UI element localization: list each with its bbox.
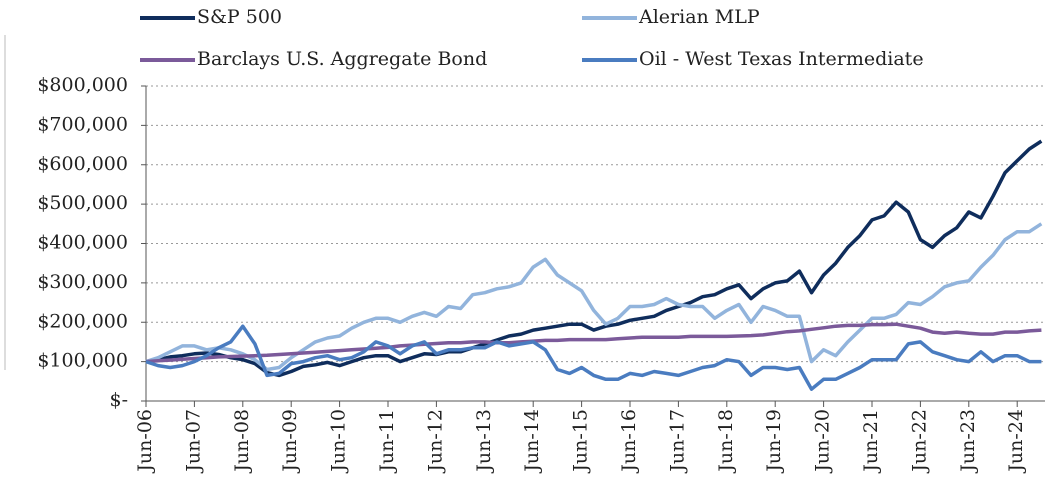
y-tick-label: $800,000 [37,74,128,96]
x-tick-label: Jun-09 [279,409,301,474]
y-tick-label: $- [109,389,128,411]
x-tick-label: Jun-07 [182,409,204,474]
legend-label: Barclays U.S. Aggregate Bond [197,48,487,70]
x-tick-label: Jun-20 [812,409,834,474]
x-tick-label: Jun-21 [860,409,882,474]
x-tick-label: Jun-24 [1005,409,1027,474]
x-tick-label: Jun-08 [231,409,253,474]
y-tick-label: $700,000 [37,113,128,135]
y-tick-label: $200,000 [37,310,128,332]
x-tick-label: Jun-06 [134,409,156,474]
y-tick-label: $100,000 [37,350,128,372]
x-tick-label: Jun-11 [376,409,398,474]
y-tick-label: $500,000 [37,192,128,214]
x-tick-label: Jun-15 [570,409,592,474]
y-tick-label: $300,000 [37,271,128,293]
x-tick-label: Jun-18 [715,409,737,474]
legend-label: Oil - West Texas Intermediate [639,48,924,70]
line-series [145,139,1043,378]
y-tick-label: $600,000 [37,153,128,175]
x-tick-label: Jun-10 [328,409,350,474]
x-tick-label: Jun-22 [908,409,930,474]
line-series [145,324,1042,391]
x-tick-label: Jun-12 [424,409,446,474]
x-tick-label: Jun-13 [473,409,495,474]
x-tick-label: Jun-17 [666,409,688,474]
x-tick-label: Jun-14 [521,409,543,474]
line-series [145,322,1042,364]
legend-label: Alerian MLP [638,6,760,28]
y-tick-label: $400,000 [37,232,128,254]
x-tick-label: Jun-23 [957,409,979,474]
x-tick-label: Jun-19 [763,409,785,474]
x-tick-label: Jun-16 [618,409,640,474]
legend-label: S&P 500 [197,6,282,28]
